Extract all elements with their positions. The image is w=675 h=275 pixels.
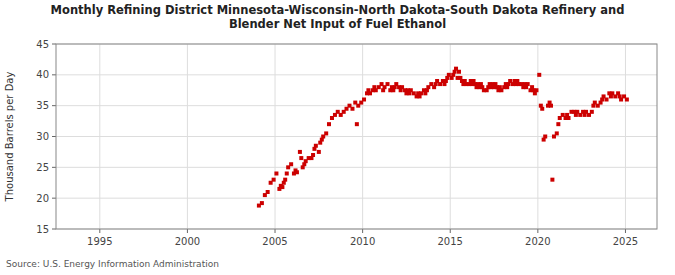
point [266, 190, 270, 194]
tick-label: 2005 [262, 236, 287, 247]
point [556, 122, 560, 126]
grid-line [56, 74, 657, 75]
tick [52, 44, 56, 45]
point [386, 82, 390, 86]
tick-label: 20 [36, 193, 49, 204]
point [457, 70, 461, 74]
tick [537, 229, 538, 233]
tick-label: 40 [36, 69, 49, 80]
tick-label: 25 [36, 162, 49, 173]
tick-label: 35 [36, 100, 49, 111]
source: Source: U.S. Energy Information Administ… [6, 259, 219, 269]
point [540, 107, 544, 111]
point [274, 172, 278, 176]
tick [52, 105, 56, 106]
point [317, 150, 321, 154]
point [327, 122, 331, 126]
point [350, 107, 354, 111]
tick [450, 229, 451, 233]
plot-frame [56, 44, 657, 229]
point [590, 110, 594, 114]
tick [275, 229, 276, 233]
tick [52, 229, 56, 230]
point [283, 178, 287, 182]
chart: Monthly Refining District Minnesota-Wisc… [0, 0, 675, 275]
point [526, 82, 530, 86]
tick-label: 30 [36, 131, 49, 142]
points [257, 67, 629, 208]
point [285, 172, 289, 176]
tick-label: 1995 [87, 236, 112, 247]
axis-label: Thousand Barrels per Day [4, 72, 15, 203]
point [324, 131, 328, 135]
title: Monthly Refining District Minnesota-Wisc… [51, 3, 625, 31]
point [549, 104, 553, 108]
tick [99, 229, 100, 233]
tick-label: 2025 [613, 236, 638, 247]
point [272, 178, 276, 182]
tick [52, 167, 56, 168]
grid-line [187, 44, 188, 229]
grid-line [537, 44, 538, 229]
tick-label: 2020 [525, 236, 550, 247]
point [289, 162, 293, 166]
point [355, 122, 359, 126]
point [280, 185, 284, 189]
grid-line [56, 167, 657, 168]
point [314, 144, 318, 148]
grid-line [625, 44, 626, 229]
axes: 1520253035404519952000200520102015202020… [36, 39, 657, 248]
tick-label: 2000 [175, 236, 200, 247]
grid-line [275, 44, 276, 229]
tick [52, 136, 56, 137]
tick [625, 229, 626, 233]
point [567, 116, 571, 120]
tick [187, 229, 188, 233]
point [537, 73, 541, 77]
tick-label: 2015 [438, 236, 463, 247]
tick-label: 15 [36, 224, 49, 235]
tick-label: 45 [36, 39, 49, 50]
point [295, 170, 299, 174]
point [625, 98, 629, 102]
tick-label: 2010 [350, 236, 375, 247]
point [550, 178, 554, 182]
point [534, 88, 538, 92]
grid [56, 44, 657, 229]
grid-line [362, 44, 363, 229]
tick [52, 198, 56, 199]
point [299, 156, 303, 160]
point [605, 98, 609, 102]
grid-line [56, 136, 657, 137]
grid-line [99, 44, 100, 229]
point [311, 153, 315, 157]
grid-line [56, 198, 657, 199]
point [260, 201, 264, 205]
point [362, 98, 366, 102]
point [555, 131, 559, 135]
point [298, 150, 302, 154]
point [543, 135, 547, 139]
tick [52, 74, 56, 75]
grid-line [450, 44, 451, 229]
tick [362, 229, 363, 233]
